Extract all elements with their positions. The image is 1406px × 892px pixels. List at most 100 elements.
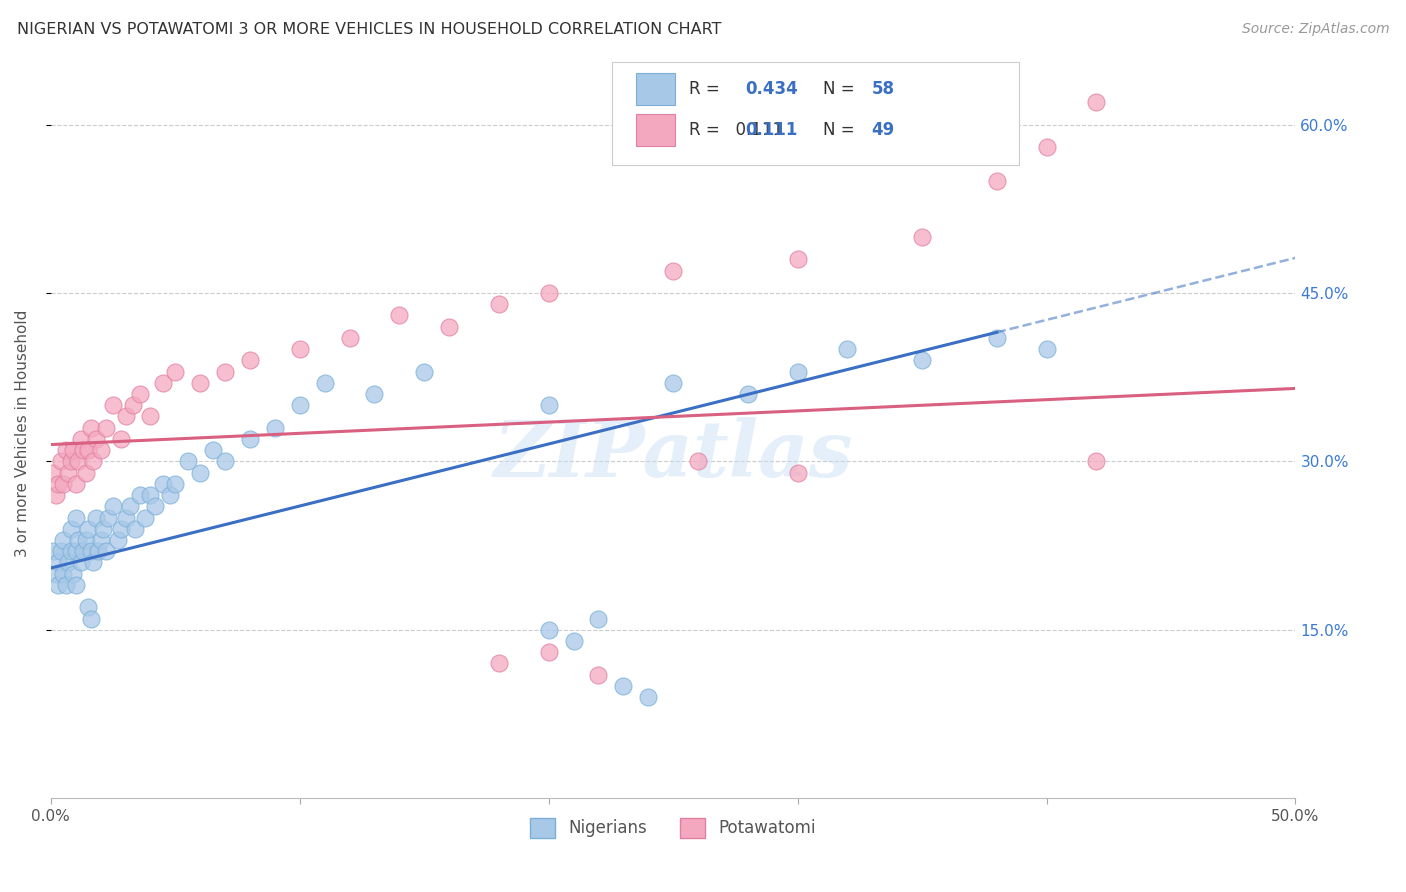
Point (69, 432, 91, 446)
Point (686, 454, 709, 468)
Point (55, 578, 77, 592)
Point (1085, 454, 1108, 468)
Point (786, 365, 808, 379)
Point (152, 376, 174, 390)
Point (239, 432, 262, 446)
Point (129, 387, 152, 401)
Point (637, 690, 659, 705)
Point (87, 544, 110, 558)
Point (67, 533, 90, 547)
Point (58, 556, 80, 570)
Point (339, 331, 361, 345)
Point (588, 611, 610, 625)
Point (91, 522, 114, 536)
Point (84, 432, 107, 446)
Point (55, 443, 77, 458)
Point (488, 657, 510, 671)
Point (1085, 95, 1108, 110)
Point (612, 679, 634, 693)
Point (110, 432, 132, 446)
Point (662, 263, 685, 277)
Text: NIGERIAN VS POTAWATOMI 3 OR MORE VEHICLES IN HOUSEHOLD CORRELATION CHART: NIGERIAN VS POTAWATOMI 3 OR MORE VEHICLE… (17, 22, 721, 37)
Text: R =   0.111: R = 0.111 (689, 121, 783, 139)
Point (214, 365, 236, 379)
Point (65, 544, 87, 558)
Point (82, 454, 104, 468)
Point (97, 510, 120, 524)
Point (77, 522, 100, 536)
Point (75, 466, 97, 480)
Point (837, 342, 859, 356)
Point (786, 252, 808, 267)
Point (120, 500, 142, 514)
Point (437, 319, 460, 334)
Point (114, 510, 136, 524)
Point (59, 544, 82, 558)
Point (110, 522, 132, 536)
Point (662, 376, 685, 390)
Point (388, 309, 411, 323)
Point (52, 533, 75, 547)
Point (52, 566, 75, 581)
Point (165, 365, 187, 379)
Point (90, 533, 112, 547)
Point (129, 488, 152, 502)
Point (1035, 342, 1057, 356)
Point (537, 285, 560, 300)
Text: 49: 49 (872, 121, 896, 139)
Point (65, 476, 87, 491)
Point (77, 600, 100, 615)
Point (139, 488, 162, 502)
Point (82, 556, 104, 570)
Point (107, 533, 129, 547)
Point (986, 331, 1008, 345)
Point (488, 297, 510, 311)
Point (101, 500, 124, 514)
Legend: Nigerians, Potawatomi: Nigerians, Potawatomi (523, 811, 823, 845)
Point (1035, 140, 1057, 154)
Point (79, 421, 101, 435)
Point (49, 454, 72, 468)
Text: 58: 58 (872, 80, 894, 98)
Point (77, 443, 100, 458)
Point (45, 488, 67, 502)
Point (65, 510, 87, 524)
Point (101, 398, 124, 412)
Point (79, 544, 101, 558)
Point (45, 566, 67, 581)
Point (537, 645, 560, 659)
Point (124, 522, 146, 536)
Point (62, 443, 84, 458)
Text: R =: R = (689, 80, 725, 98)
Text: N =: N = (823, 80, 859, 98)
Text: N =: N = (823, 121, 859, 139)
Y-axis label: 3 or more Vehicles in Household: 3 or more Vehicles in Household (15, 310, 30, 557)
Point (201, 443, 224, 458)
Text: 0.434: 0.434 (745, 80, 799, 98)
Point (122, 398, 145, 412)
Point (363, 387, 385, 401)
Point (159, 488, 181, 502)
Point (69, 556, 91, 570)
Point (588, 667, 610, 681)
Point (42, 466, 65, 480)
Text: ZIPatlas: ZIPatlas (494, 417, 853, 493)
Point (84, 510, 107, 524)
Point (46, 556, 69, 570)
Point (239, 353, 262, 368)
Point (46, 578, 69, 592)
Point (214, 454, 236, 468)
Point (72, 443, 94, 458)
Point (79, 611, 101, 625)
Point (134, 510, 156, 524)
Point (288, 398, 311, 412)
Point (65, 578, 87, 592)
Point (145, 500, 167, 514)
Point (52, 476, 75, 491)
Point (94, 421, 117, 435)
Point (986, 174, 1008, 188)
Text: Source: ZipAtlas.com: Source: ZipAtlas.com (1241, 22, 1389, 37)
Point (90, 443, 112, 458)
Point (911, 230, 934, 244)
Point (911, 353, 934, 368)
